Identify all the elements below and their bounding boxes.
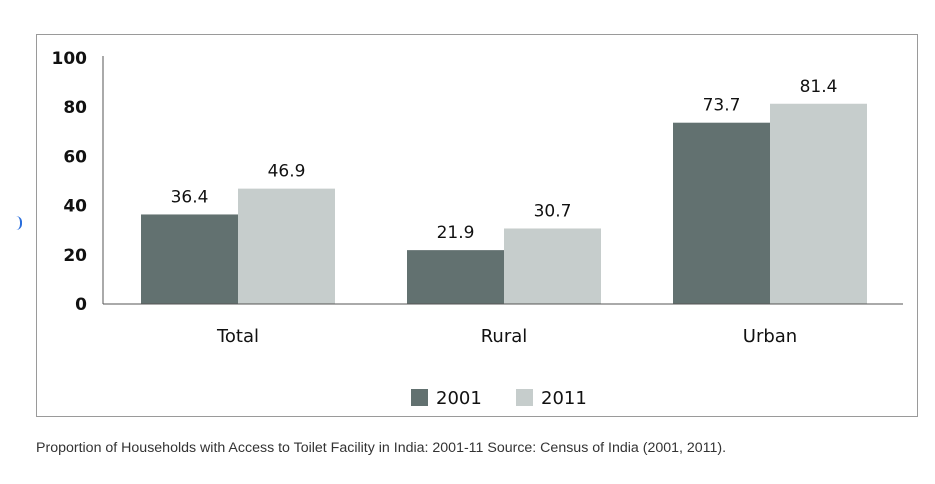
scroll-edge-marker <box>16 216 22 230</box>
y-tick-label-60: 60 <box>63 147 87 167</box>
y-tick-label-40: 40 <box>63 197 87 217</box>
category-label-total: Total <box>216 326 259 347</box>
category-label-urban: Urban <box>743 326 797 347</box>
bar-chart: 36.4 21.9 73.7 46.9 30.7 81.4 0 20 40 60 80 100 Tota… <box>52 49 903 409</box>
y-tick-label-0: 0 <box>75 295 87 315</box>
value-label-2001-urban: 73.7 <box>703 96 741 116</box>
bar-2011-total <box>238 188 335 304</box>
chart-frame: 36.4 21.9 73.7 46.9 30.7 81.4 0 20 40 60 80 100 Tota… <box>36 34 918 417</box>
bar-2001-urban <box>673 122 770 304</box>
figure-caption: Proportion of Households with Access to … <box>36 440 727 456</box>
y-tick-label-80: 80 <box>63 98 87 118</box>
category-label-rural: Rural <box>481 326 528 347</box>
value-label-2001-rural: 21.9 <box>437 223 475 243</box>
y-tick-label-100: 100 <box>52 49 88 69</box>
value-label-2011-rural: 30.7 <box>534 201 572 221</box>
bar-2001-total <box>141 214 238 304</box>
value-label-2011-urban: 81.4 <box>800 77 838 97</box>
legend-label-2001: 2001 <box>436 388 482 409</box>
y-tick-label-20: 20 <box>63 246 87 266</box>
bar-2001-rural <box>407 250 504 304</box>
bar-2011-urban <box>770 103 867 304</box>
legend-swatch-2011 <box>516 389 533 406</box>
legend-swatch-2001 <box>411 389 428 406</box>
legend-label-2011: 2011 <box>541 388 587 409</box>
bar-2011-rural <box>504 228 601 304</box>
value-label-2001-total: 36.4 <box>171 187 209 207</box>
value-label-2011-total: 46.9 <box>268 162 306 182</box>
